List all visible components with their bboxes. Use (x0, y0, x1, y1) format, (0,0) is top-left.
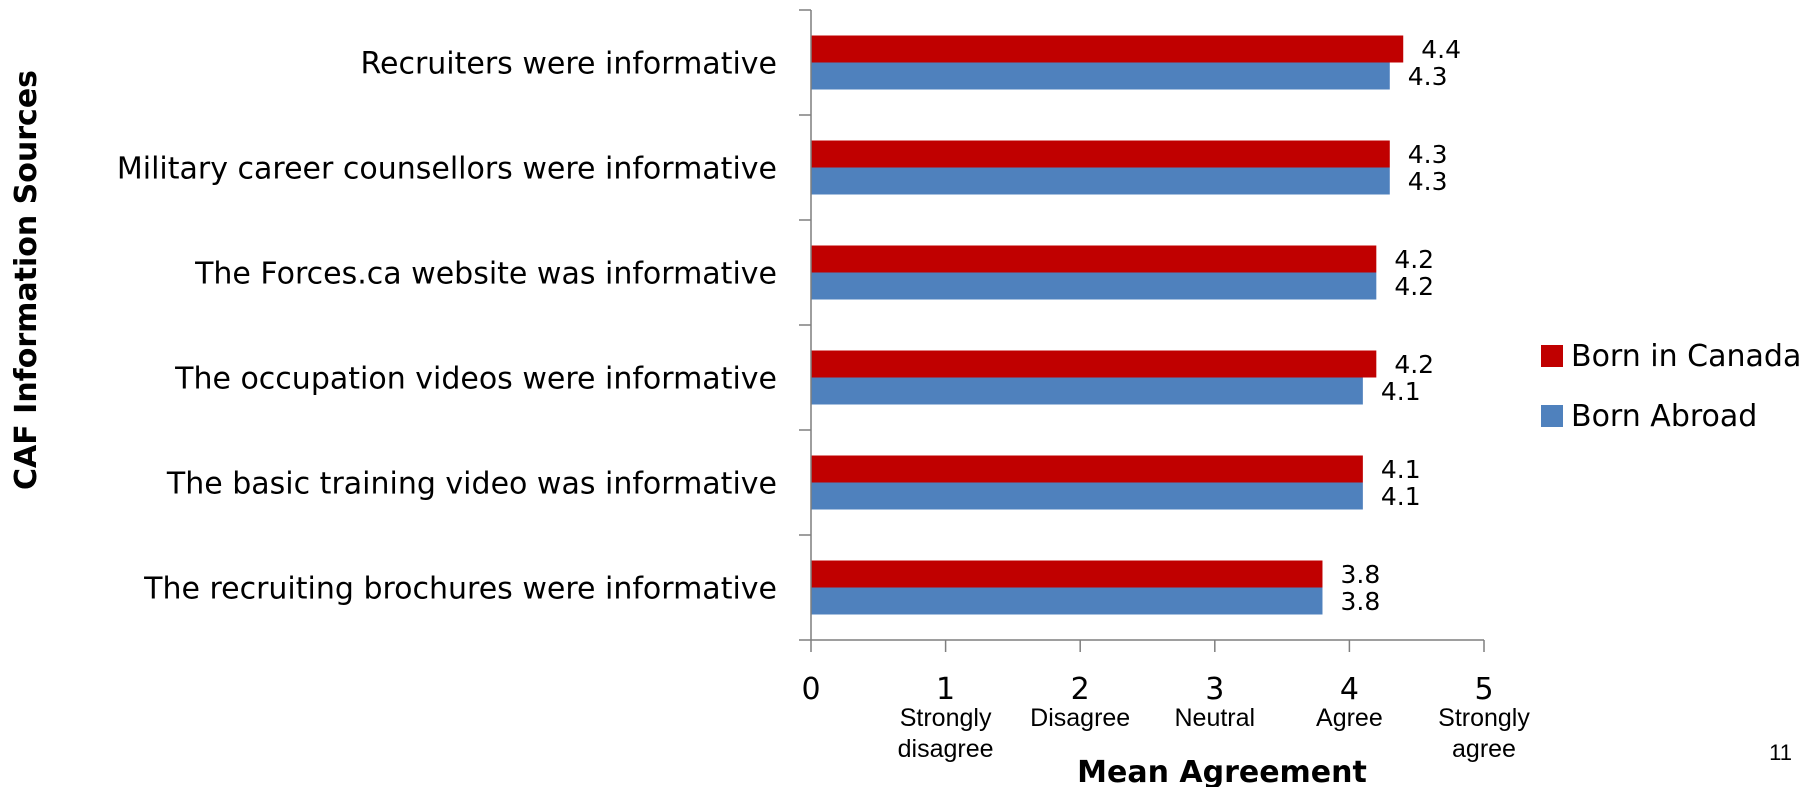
value-labels-group: 4.44.34.34.34.24.24.24.14.14.13.83.8 (1340, 35, 1461, 616)
x-axis-title: Mean Agreement (1077, 755, 1367, 787)
data-label: 3.8 (1340, 560, 1380, 589)
x-tick-descriptor: disagree (898, 735, 994, 763)
data-label: 4.2 (1394, 272, 1434, 301)
x-tick-label: 5 (1474, 672, 1493, 707)
bar-born-abroad (811, 62, 1390, 90)
category-label: The recruiting brochures were informativ… (143, 572, 777, 607)
legend-label: Born Abroad (1571, 399, 1757, 434)
legend-swatch (1541, 405, 1563, 427)
x-tick-descriptor: Neutral (1175, 704, 1256, 732)
bar-born-in-canada (811, 245, 1377, 273)
legend-swatch (1541, 345, 1563, 367)
x-tick-descriptor: Disagree (1030, 704, 1130, 732)
x-tick-label: 2 (1071, 672, 1090, 707)
bar-born-abroad (811, 587, 1323, 615)
x-tick-label: 3 (1205, 672, 1224, 707)
bar-born-in-canada (811, 35, 1404, 63)
bar-born-abroad (811, 482, 1363, 510)
legend: Born in Canada Born Abroad (1541, 339, 1801, 434)
x-tick-label: 1 (936, 672, 955, 707)
legend-label: Born in Canada (1571, 339, 1801, 374)
category-label: Recruiters were informative (361, 47, 778, 82)
bar-born-in-canada (811, 455, 1363, 483)
data-label: 4.4 (1421, 35, 1461, 64)
tick-labels-group: 0 1Stronglydisagree2Disagree3Neutral4Agre… (801, 672, 1530, 763)
bars-group (811, 35, 1404, 615)
bar-born-abroad (811, 272, 1377, 300)
bar-born-in-canada (811, 560, 1323, 588)
x-tick-descriptor: Strongly (900, 704, 992, 732)
axes-group (799, 9, 1485, 652)
data-label: 4.3 (1408, 140, 1448, 169)
category-label: The Forces.ca website was informative (194, 257, 777, 292)
category-labels-group: Recruiters were informative Military care… (117, 47, 777, 607)
x-tick-descriptor: Strongly (1438, 704, 1530, 732)
data-label: 4.3 (1408, 62, 1448, 91)
category-label: The basic training video was informative (166, 467, 777, 502)
x-tick-label: 0 (801, 672, 820, 707)
bar-born-in-canada (811, 140, 1390, 168)
bar-born-abroad (811, 167, 1390, 195)
category-label: Military career counsellors were informa… (117, 152, 777, 187)
data-label: 4.1 (1381, 377, 1421, 406)
y-axis-title: CAF Information Sources (9, 70, 44, 490)
data-label: 4.1 (1381, 455, 1421, 484)
category-label: The occupation videos were informative (174, 362, 777, 397)
bar-born-abroad (811, 377, 1363, 405)
data-label: 4.2 (1394, 350, 1434, 379)
x-tick-label: 4 (1340, 672, 1359, 707)
data-label: 4.3 (1408, 167, 1448, 196)
data-label: 3.8 (1340, 587, 1380, 616)
x-tick-descriptor: agree (1452, 735, 1516, 763)
page-number: 11 (1769, 740, 1792, 765)
data-label: 4.2 (1394, 245, 1434, 274)
bar-born-in-canada (811, 350, 1377, 378)
data-label: 4.1 (1381, 482, 1421, 511)
x-tick-descriptor: Agree (1316, 704, 1383, 732)
